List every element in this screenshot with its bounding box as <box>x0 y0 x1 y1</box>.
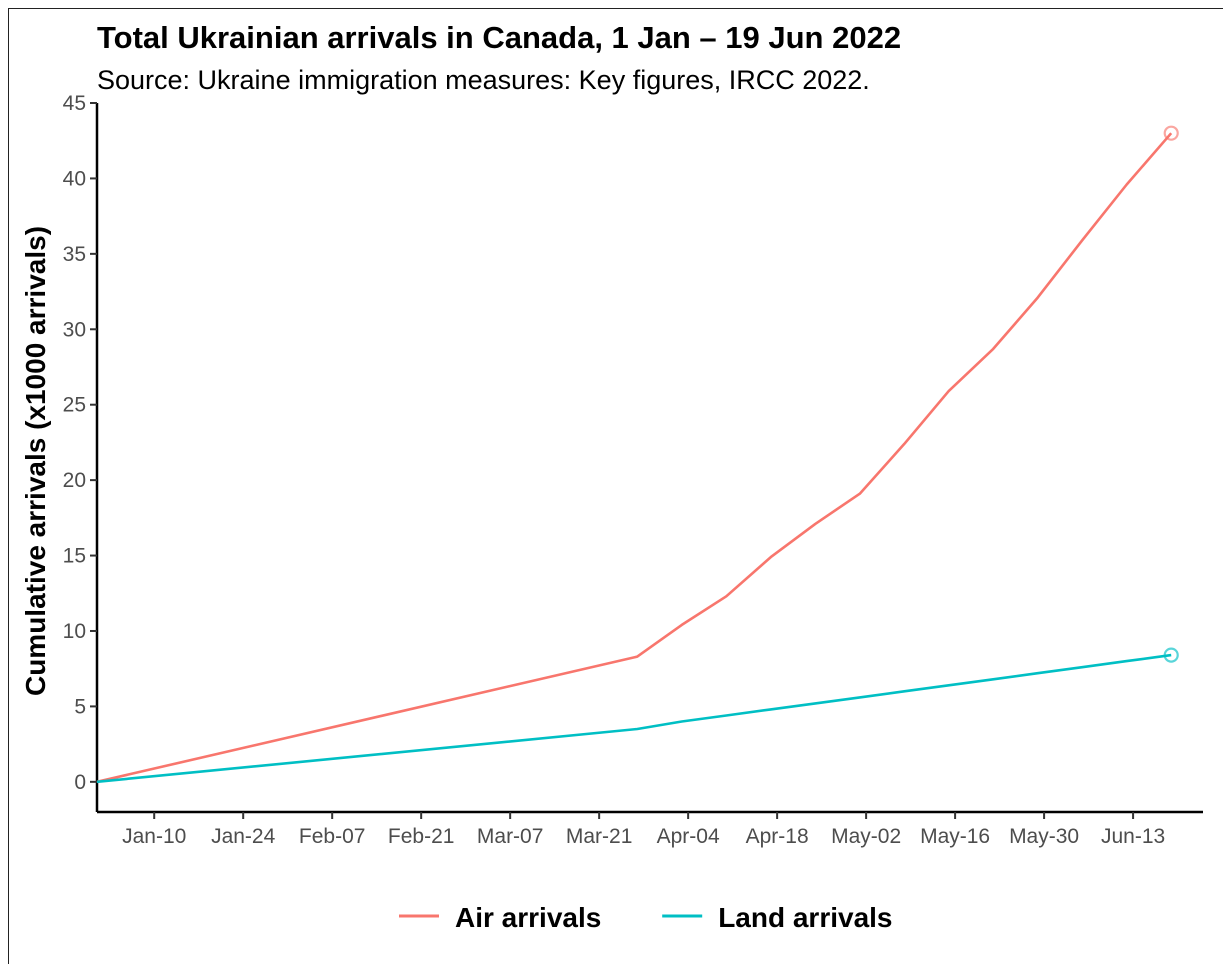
legend-label-air-arrivals: Air arrivals <box>455 902 601 933</box>
land-arrivals-end-marker <box>1163 647 1179 663</box>
x-tick-label: Jan-10 <box>122 825 186 848</box>
x-tick-label: Feb-21 <box>388 825 455 848</box>
x-tick-label: Apr-18 <box>746 825 809 848</box>
x-tick-label: May-02 <box>831 825 901 848</box>
y-tick-label: 0 <box>74 771 86 794</box>
y-tick-label: 10 <box>63 620 86 643</box>
x-tick-label: Apr-04 <box>657 825 720 848</box>
chart-title: Total Ukrainian arrivals in Canada, 1 Ja… <box>97 20 901 55</box>
x-tick-label: Jan-24 <box>211 825 276 848</box>
y-tick-label: 45 <box>63 92 86 115</box>
series-layer <box>96 125 1179 784</box>
y-tick-label: 35 <box>63 243 86 266</box>
y-tick-label: 30 <box>63 318 86 341</box>
x-tick-label: Mar-21 <box>566 825 633 848</box>
y-tick-label: 40 <box>63 167 86 190</box>
y-tick-label: 5 <box>74 695 86 718</box>
x-axis: Jan-10 Jan-24 Feb-07 Feb-21 Mar-07 Mar-21 Apr-… <box>97 810 1203 848</box>
figure-frame <box>8 8 1223 964</box>
y-tick-label: 15 <box>63 545 86 568</box>
land-arrivals-line <box>96 653 1172 784</box>
legend-label-land-arrivals: Land arrivals <box>718 902 892 933</box>
x-tick-label: Jun-13 <box>1101 825 1165 848</box>
chart-subtitle: Source: Ukraine immigration measures: Ke… <box>97 65 870 95</box>
y-axis: 0 5 10 15 20 25 30 35 40 45 <box>63 92 99 812</box>
x-tick-label: May-16 <box>920 825 990 848</box>
y-axis-label: Cumulative arrivals (x1000 arrivals) <box>20 226 51 696</box>
air-arrivals-end-marker <box>1163 125 1179 141</box>
air-arrivals-line <box>96 132 1173 784</box>
y-tick-label: 20 <box>63 469 86 492</box>
x-tick-label: Feb-07 <box>299 825 366 848</box>
legend: Air arrivals Land arrivals <box>399 902 893 933</box>
x-tick-label: Mar-07 <box>477 825 544 848</box>
y-tick-label: 25 <box>63 394 86 417</box>
x-tick-label: May-30 <box>1009 825 1079 848</box>
